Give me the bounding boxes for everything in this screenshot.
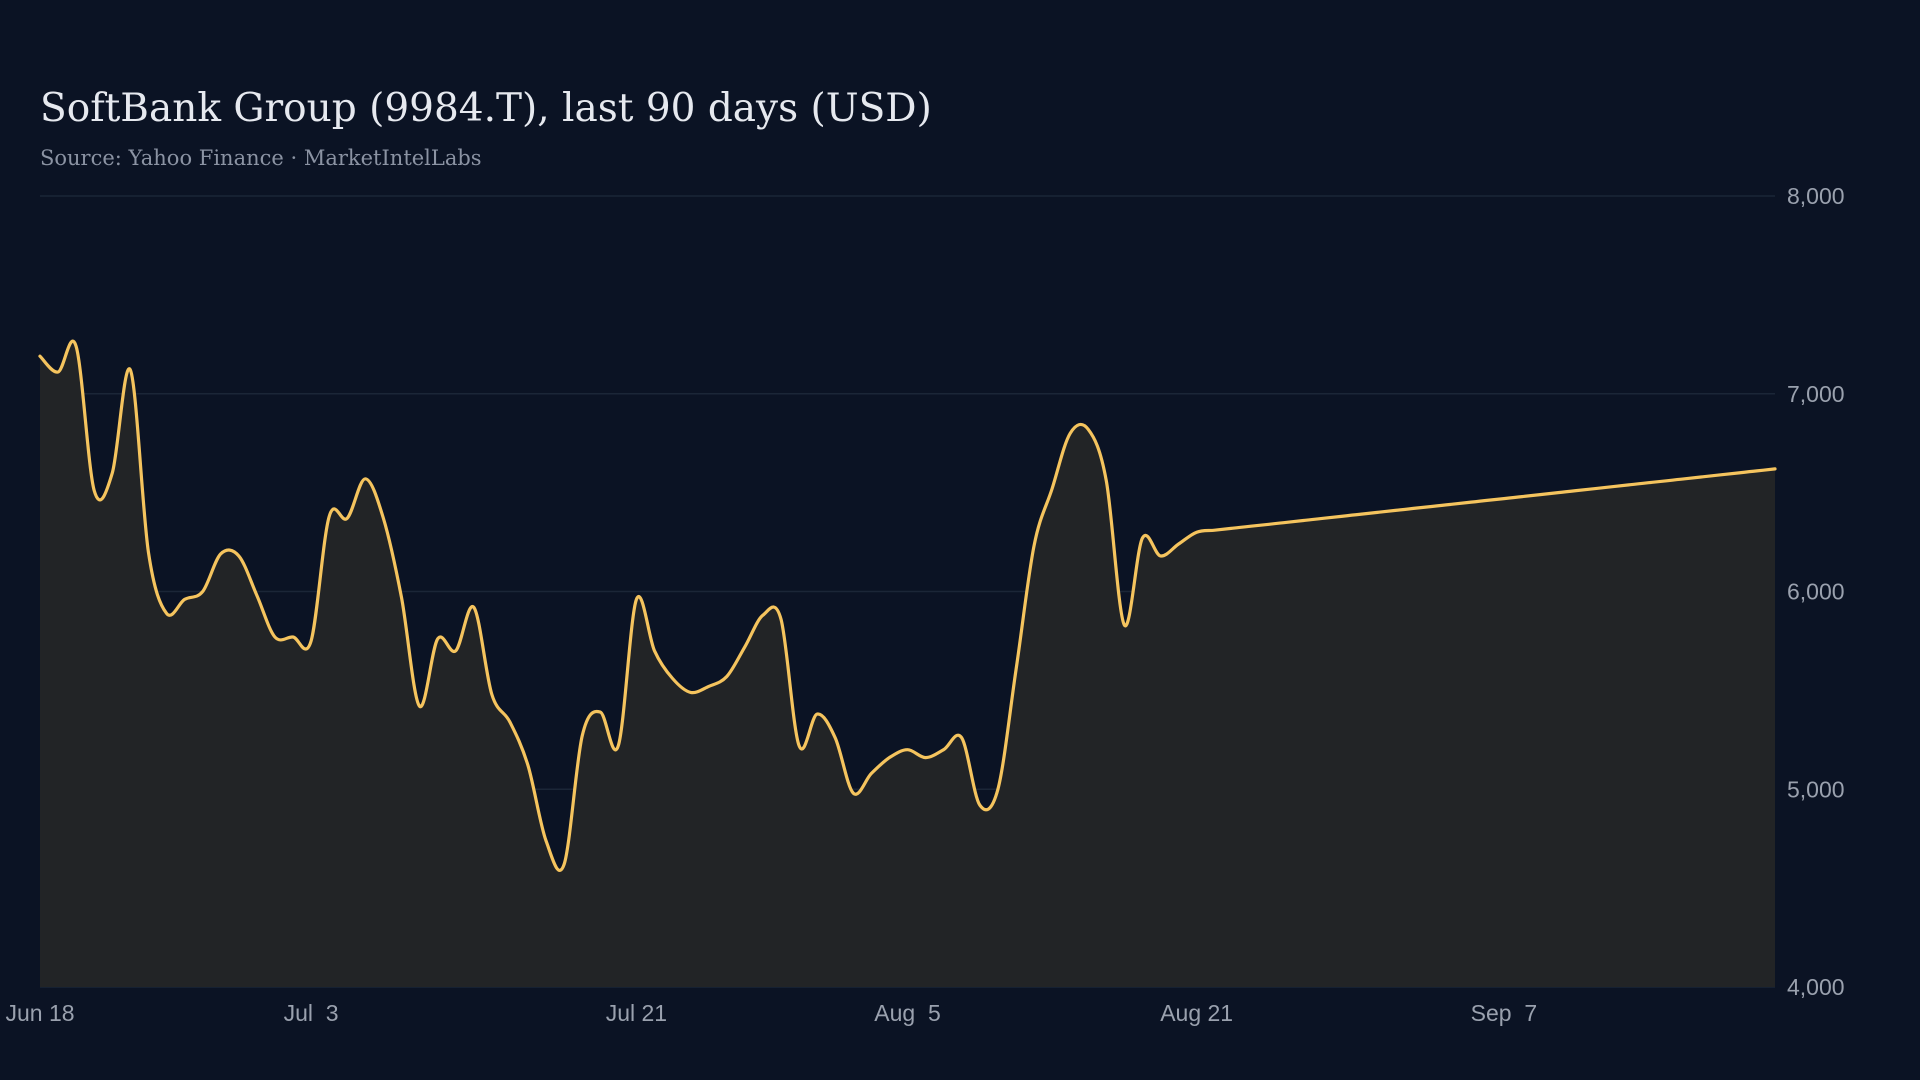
chart-title: SoftBank Group (9984.T), last 90 days (U… [40, 86, 932, 131]
y-tick-label: 7,000 [1787, 381, 1845, 407]
x-axis: Jun 18 Jul 3 Jul 21 Aug 5 Aug 21 Sep 7 [5, 1000, 1537, 1026]
x-tick-label: Aug 5 [874, 1000, 941, 1026]
x-tick-label: Sep 7 [1471, 1000, 1538, 1026]
area-layer [38, 339, 1777, 987]
y-tick-label: 8,000 [1787, 183, 1845, 209]
series-area [40, 341, 1775, 987]
x-tick-label: Jul 21 [606, 1000, 667, 1026]
y-tick-label: 5,000 [1787, 776, 1845, 802]
y-axis: 4,000 5,000 6,000 7,000 8,000 [1787, 183, 1845, 1000]
x-tick-label: Jul 3 [284, 1000, 339, 1026]
y-tick-label: 6,000 [1787, 579, 1845, 605]
series-line [38, 339, 1777, 872]
x-tick-label: Aug 21 [1160, 1000, 1233, 1026]
x-tick-label: Jun 18 [5, 1000, 74, 1026]
chart-subtitle: Source: Yahoo Finance · MarketIntelLabs [40, 146, 482, 170]
y-tick-label: 4,000 [1787, 974, 1845, 1000]
